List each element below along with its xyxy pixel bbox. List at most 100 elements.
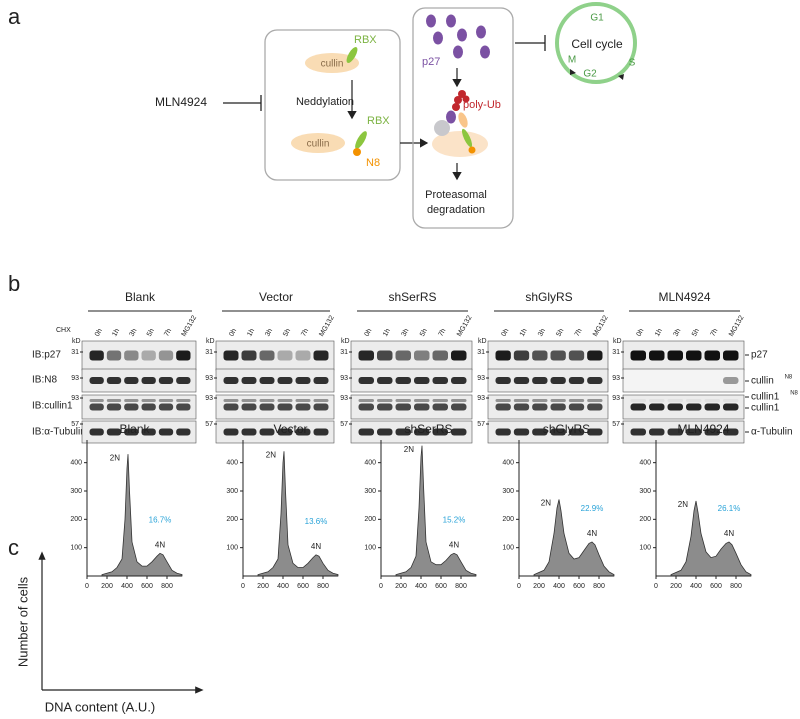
substrate-shape [434,120,450,136]
band [377,403,393,411]
marker-label: 93 [612,395,620,402]
panel-label: b [8,271,20,296]
y-tick-label: 300 [639,488,651,495]
band [723,403,739,411]
row-label: IB:N8 [32,375,57,386]
lane-label: 3h [673,328,683,338]
lane-label: 5h [555,328,565,338]
protein-label-sup: N8 [785,375,793,381]
lane-label: 7h [710,328,720,338]
band [414,403,430,411]
rbx-shape [461,128,473,148]
band [395,377,411,384]
band [377,377,393,384]
lane-label: MG132 [728,314,746,337]
band [513,428,530,436]
group-label: shSerRS [388,290,436,304]
band [358,403,374,411]
band [277,428,293,436]
percent-label: 22.9% [581,504,604,513]
y-axis-label: Number of cells [15,576,30,667]
band [513,350,530,361]
y-tick-label: 300 [226,488,238,495]
band [704,428,720,436]
x-tick-label: 200 [670,583,682,590]
band [241,428,257,436]
band [667,399,683,402]
band [395,350,411,361]
lane-label: 5h [146,328,156,338]
marker-label: 31 [71,349,79,356]
group-label: Blank [125,290,156,304]
blot-box [622,420,745,444]
y-tick-label: 300 [502,488,514,495]
group-label: MLN4924 [658,290,710,304]
band [532,428,548,436]
band [723,399,739,402]
n8-label: N8 [366,157,380,169]
lane-label: 7h [163,328,173,338]
histogram-area [257,451,339,577]
band [223,377,239,384]
band [295,377,311,384]
band [295,403,311,411]
peak-label: 4N [724,529,734,538]
lane-label: 1h [382,328,392,338]
p27-shape [446,110,456,124]
phase-label: G1 [590,13,604,24]
row-label: IB:cullin1 [32,401,73,412]
band [587,350,603,361]
y-tick-label: 200 [226,516,238,523]
band [313,428,329,436]
band [723,377,739,384]
band [704,403,720,411]
band [587,428,603,436]
cullin-label: cullin [321,59,344,70]
chart-title: shGlyRS [543,422,590,436]
band [686,399,702,402]
histogram-area [101,454,183,577]
kd-label: kD [206,338,215,345]
panel-a: a MLN4924 cullin RBX Neddylation cullin … [8,2,637,229]
band [686,428,702,436]
n8-shape [353,148,361,156]
band [158,350,174,361]
band [630,399,646,402]
marker-label: 93 [71,395,79,402]
x-tick-label: 600 [710,583,722,590]
peak-label: 2N [678,500,688,509]
x-tick-label: 200 [257,583,269,590]
marker-label: 93 [340,375,348,382]
marker-label: 31 [477,349,485,356]
band [649,399,665,402]
lane-label: 3h [401,328,411,338]
cullin-shape [458,112,468,128]
band [587,377,603,384]
percent-label: 26.1% [718,504,741,513]
marker-label: 93 [612,375,620,382]
band [124,428,139,436]
band [89,350,104,361]
y-tick-label: 200 [364,516,376,523]
kd-label: kD [341,338,350,345]
marker-label: 93 [477,395,485,402]
chart-title: MLN4924 [677,422,729,436]
band [550,377,566,384]
band [277,377,293,384]
band [223,399,239,402]
band [106,428,122,436]
band [723,428,739,436]
lane-label: 5h [282,328,292,338]
marker-label: 31 [205,349,213,356]
band [513,377,530,384]
y-tick-label: 100 [226,545,238,552]
lane-label: MG132 [456,314,474,337]
blot-box [350,368,473,393]
band [358,377,374,384]
protein-label: cullin [751,376,774,387]
band [158,377,174,384]
x-tick-label: 400 [277,583,289,590]
band [568,428,585,436]
lane-label: 1h [519,328,529,338]
peak-label: 2N [266,450,276,459]
